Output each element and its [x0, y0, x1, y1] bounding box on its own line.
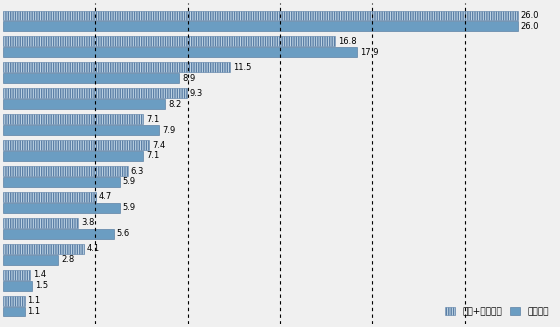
- Bar: [3, 307, 25, 317]
- Text: 1.1: 1.1: [27, 296, 41, 305]
- Bar: [3, 73, 179, 83]
- Bar: [3, 37, 335, 46]
- Legend: 사전+간이조사, 사전조사: 사전+간이조사, 사전조사: [441, 303, 553, 320]
- Bar: [3, 62, 231, 72]
- Bar: [3, 22, 517, 31]
- Bar: [3, 281, 32, 290]
- Bar: [3, 177, 120, 187]
- Text: 7.4: 7.4: [152, 141, 166, 149]
- Bar: [3, 151, 143, 161]
- Bar: [3, 140, 150, 150]
- Text: 3.8: 3.8: [81, 218, 95, 227]
- Bar: [3, 229, 114, 239]
- Bar: [3, 88, 187, 98]
- Bar: [3, 114, 143, 124]
- Bar: [3, 99, 165, 109]
- Text: 2.8: 2.8: [61, 255, 74, 264]
- Text: 7.1: 7.1: [146, 115, 160, 124]
- Text: 8.2: 8.2: [168, 100, 181, 109]
- Text: 6.3: 6.3: [130, 166, 144, 176]
- Bar: [3, 203, 120, 213]
- Text: 9.3: 9.3: [190, 89, 203, 98]
- Bar: [3, 125, 159, 135]
- Bar: [3, 192, 96, 202]
- Text: 11.5: 11.5: [234, 63, 252, 72]
- Text: 7.1: 7.1: [146, 151, 160, 161]
- Text: 16.8: 16.8: [338, 37, 357, 46]
- Bar: [3, 296, 25, 305]
- Text: 7.9: 7.9: [162, 126, 175, 134]
- Text: 5.6: 5.6: [116, 229, 130, 238]
- Bar: [3, 218, 78, 228]
- Bar: [3, 10, 517, 20]
- Text: 5.9: 5.9: [123, 203, 136, 212]
- Text: 17.9: 17.9: [360, 48, 379, 57]
- Text: 4.7: 4.7: [99, 193, 112, 201]
- Text: 26.0: 26.0: [521, 11, 539, 20]
- Bar: [3, 244, 84, 254]
- Text: 1.5: 1.5: [35, 281, 49, 290]
- Text: 1.1: 1.1: [27, 307, 41, 316]
- Text: 5.9: 5.9: [123, 178, 136, 186]
- Bar: [3, 270, 30, 280]
- Bar: [3, 47, 357, 57]
- Text: 4.1: 4.1: [87, 244, 100, 253]
- Text: 26.0: 26.0: [521, 22, 539, 31]
- Text: 8.9: 8.9: [182, 74, 195, 83]
- Bar: [3, 255, 58, 265]
- Text: 1.4: 1.4: [34, 270, 46, 279]
- Bar: [3, 166, 128, 176]
